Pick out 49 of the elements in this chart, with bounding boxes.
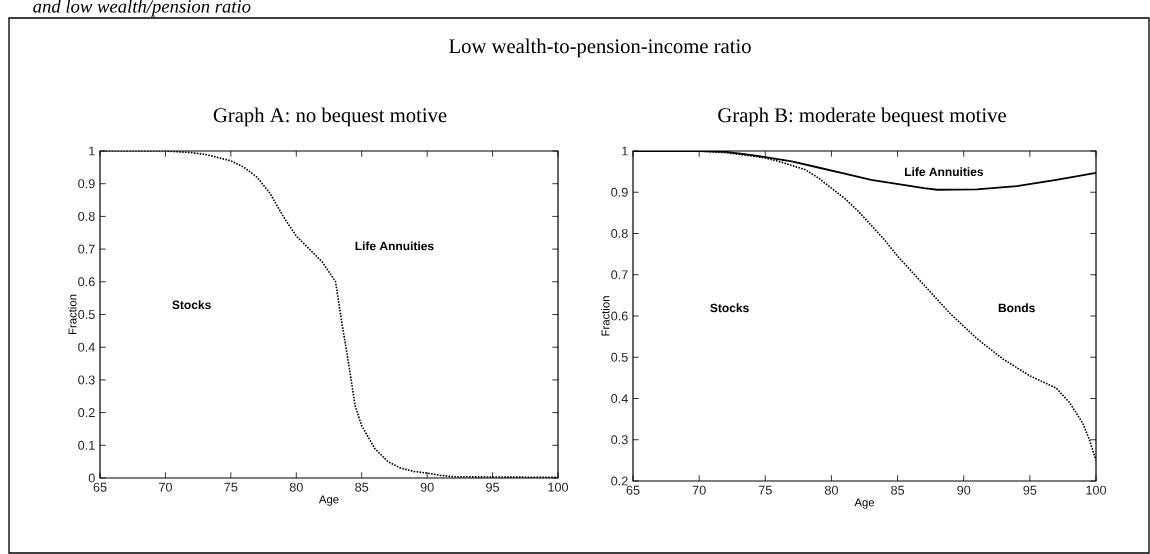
y-tick-label: 0 [88,473,95,483]
y-tick-label: 1 [89,146,95,156]
y-tick-label: 0.6 [611,311,628,321]
y-tick-label: 0.3 [611,435,628,445]
annotation: Stocks [172,300,211,310]
y-tick-label: 0.4 [78,342,95,352]
y-tick-label: 0.1 [78,440,95,450]
annotation: Life Annuities [355,241,434,251]
text: Low wealth-to-pension-income ratio [449,38,751,58]
y-tick-label: 0.6 [78,277,95,287]
x-tick-label: 80 [824,485,838,495]
y-tick-label: 0.8 [78,211,95,221]
y-tick-label: 0.5 [611,352,628,362]
x-tick-label: 90 [957,485,971,495]
y-tick-label: 0.7 [78,244,95,254]
x-tick-label: 65 [626,485,640,495]
x-axis-title: Age [318,495,339,506]
x-tick-label: 85 [891,485,905,495]
annotation: Stocks [710,303,749,313]
y-tick-label: 0.7 [611,270,628,280]
x-tick-label: 75 [758,485,772,495]
y-tick-label: 0.4 [611,394,628,403]
y-tick-label: 0.2 [611,476,628,486]
x-tick-label: 70 [159,482,172,492]
annotation: Bonds [998,303,1035,313]
text: and low wealth/pension ratio [33,0,251,17]
x-tick-label: 95 [486,482,500,492]
x-tick-label: 95 [1023,485,1037,495]
y-tick-label: 0.9 [78,179,95,189]
y-tick-label: 0.2 [78,408,95,418]
x-tick-label: 70 [692,485,706,495]
chart-title: Graph A: no bequest motive [213,107,447,127]
y-axis-title: Fraction [68,294,77,335]
x-tick-label: 100 [548,482,569,492]
x-tick-label: 85 [355,482,369,492]
x-tick-label: 100 [1086,485,1107,495]
x-tick-label: 75 [224,482,238,492]
x-tick-label: 90 [420,482,434,492]
y-tick-label: 0.8 [611,229,628,238]
y-tick-label: 0.3 [78,375,95,385]
y-axis-title: Fraction [601,296,610,336]
annotation: Life Annuities [905,167,984,177]
x-tick-label: 80 [289,482,303,492]
x-axis-title: Age [854,498,875,509]
chart-title: Graph B: moderate bequest motive [718,107,1006,127]
y-tick-label: 0.5 [78,310,95,319]
y-tick-label: 1 [622,146,628,156]
x-tick-label: 65 [93,482,107,492]
y-tick-label: 0.9 [611,187,628,197]
